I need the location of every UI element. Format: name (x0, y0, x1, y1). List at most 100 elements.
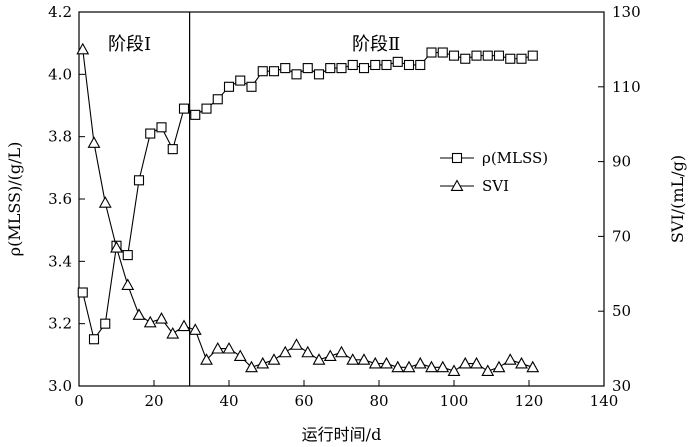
data-point (302, 63, 313, 74)
data-point (447, 364, 461, 376)
y-axis-right-title: SVI/(mL/g) (668, 155, 687, 243)
y-axis-left: 3.0 3.2 3.4 3.6 3.8 4.0 4.2 (48, 3, 85, 395)
y-left-tick-label: 3.2 (48, 315, 72, 333)
data-point (190, 109, 201, 120)
data-point (257, 66, 268, 77)
y-right-tick-label: 110 (612, 78, 641, 96)
data-point (436, 360, 450, 373)
data-point (492, 360, 506, 373)
x-tick-label: 120 (515, 392, 544, 410)
legend: ρ(MLSS) SVI (440, 149, 548, 195)
data-point (358, 63, 370, 74)
data-point (76, 42, 90, 55)
data-point (246, 81, 257, 92)
x-tick-label: 140 (590, 392, 619, 410)
data-point (143, 315, 157, 328)
x-tick-label: 40 (219, 392, 238, 410)
stage-1-label: 阶段Ⅰ (108, 34, 151, 55)
y-left-tick-label: 3.0 (48, 377, 72, 395)
data-point (516, 53, 527, 64)
data-point (392, 56, 403, 67)
data-point (88, 334, 100, 345)
data-point (335, 345, 348, 358)
x-tick-label: 100 (440, 392, 469, 410)
data-point (481, 364, 495, 376)
data-point (482, 50, 493, 61)
data-point (278, 345, 292, 358)
data-point (403, 59, 415, 71)
x-tick-label: 60 (294, 392, 313, 410)
data-point (268, 66, 280, 77)
data-point (323, 349, 337, 362)
data-point (201, 103, 212, 114)
data-point (503, 353, 517, 365)
data-point (177, 319, 191, 332)
data-point (313, 69, 325, 80)
x-axis: 0 20 40 60 80 100 120 140 (74, 380, 618, 410)
x-tick-label: 80 (369, 392, 388, 410)
data-point (222, 341, 236, 354)
data-point (357, 353, 371, 365)
y-right-tick-label: 70 (612, 227, 631, 245)
data-point (87, 136, 101, 148)
data-point (458, 356, 472, 369)
data-point (471, 50, 482, 61)
data-point (155, 312, 168, 324)
data-point (280, 63, 291, 74)
data-point (267, 353, 281, 365)
data-point (223, 81, 235, 92)
data-point (290, 338, 303, 350)
data-point (245, 360, 258, 373)
y-left-tick-label: 4.0 (48, 65, 72, 83)
data-point (312, 353, 326, 365)
data-point (291, 69, 302, 80)
data-point (336, 63, 347, 74)
data-point (380, 356, 393, 369)
data-point (166, 327, 180, 339)
data-point (515, 356, 528, 369)
data-point (426, 47, 437, 58)
data-point (256, 356, 270, 369)
data-point (178, 103, 190, 114)
data-point (415, 59, 426, 71)
data-point (211, 341, 225, 354)
data-point (381, 59, 392, 71)
data-point (527, 50, 538, 61)
data-point (448, 50, 460, 61)
stage-2-label: 阶段Ⅱ (352, 34, 400, 55)
legend-marker (450, 179, 464, 191)
legend-label: SVI (482, 177, 509, 195)
series-group (76, 42, 540, 376)
data-point (460, 53, 471, 64)
data-point (370, 59, 381, 71)
data-point (132, 308, 146, 320)
data-point (200, 353, 213, 365)
data-point (110, 240, 123, 253)
data-point (98, 196, 112, 208)
x-tick-label: 0 (74, 392, 84, 410)
x-axis-title: 运行时间/d (302, 425, 382, 444)
series-mlss (77, 47, 538, 345)
data-point (391, 360, 405, 373)
data-point (368, 356, 382, 369)
y-right-tick-label: 50 (612, 302, 631, 320)
data-point (121, 278, 135, 290)
data-point (437, 47, 448, 58)
data-point (402, 360, 416, 373)
y-right-tick-label: 90 (612, 153, 631, 171)
y-left-tick-label: 4.2 (48, 3, 72, 21)
y-axis-right: 30 50 70 90 110 130 (598, 3, 641, 395)
data-point (188, 323, 202, 335)
series-line (82, 51, 533, 341)
y-axis-left-title: ρ(MLSS)/(g/L) (5, 142, 24, 257)
data-point (470, 356, 483, 369)
y-right-tick-label: 130 (612, 3, 641, 21)
data-point (167, 144, 178, 155)
data-point (212, 94, 223, 105)
data-point (233, 349, 247, 362)
data-point (413, 356, 427, 369)
data-point (133, 175, 145, 186)
legend-label: ρ(MLSS) (482, 149, 548, 167)
data-point (156, 122, 167, 133)
